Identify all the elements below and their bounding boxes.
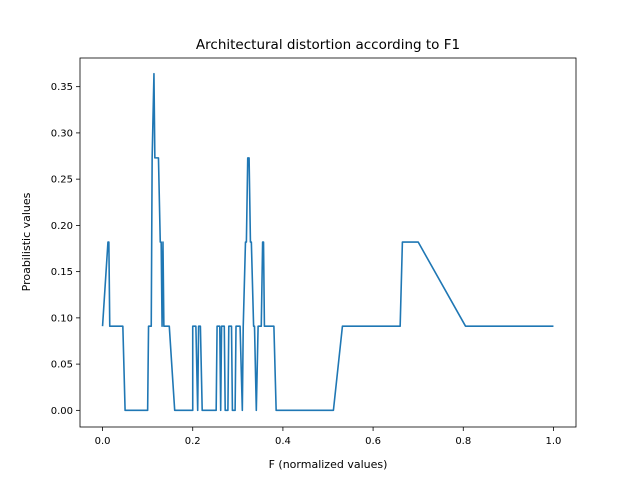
chart-title: Architectural distortion according to F1	[196, 37, 460, 53]
x-axis: 0.0 0.2 0.4 0.6 0.8 1.0	[95, 427, 562, 447]
x-axis-label: F (normalized values)	[269, 458, 388, 471]
series-line-0	[101, 72, 554, 412]
y-axis-label: Proabilistic values	[20, 192, 33, 291]
x-tick-label: 0.6	[365, 436, 381, 447]
y-tick-label: 0.30	[51, 128, 73, 139]
y-tick-label: 0.20	[51, 221, 73, 232]
x-tick-label: 0.2	[185, 436, 201, 447]
x-tick-label: 0.0	[95, 436, 111, 447]
y-tick-label: 0.15	[51, 267, 73, 278]
plot-area	[101, 72, 554, 412]
y-tick-label: 0.00	[51, 406, 73, 417]
y-tick-label: 0.05	[51, 360, 73, 371]
y-tick-label: 0.35	[51, 82, 73, 93]
x-tick-label: 0.8	[455, 436, 471, 447]
y-axis: 0.00 0.05 0.10 0.15 0.20 0.25 0.30 0.35	[51, 82, 80, 417]
x-tick-label: 0.4	[275, 436, 291, 447]
x-tick-label: 1.0	[546, 436, 562, 447]
y-tick-label: 0.25	[51, 175, 73, 186]
y-tick-label: 0.10	[51, 313, 73, 324]
axes-frame	[79, 57, 577, 428]
